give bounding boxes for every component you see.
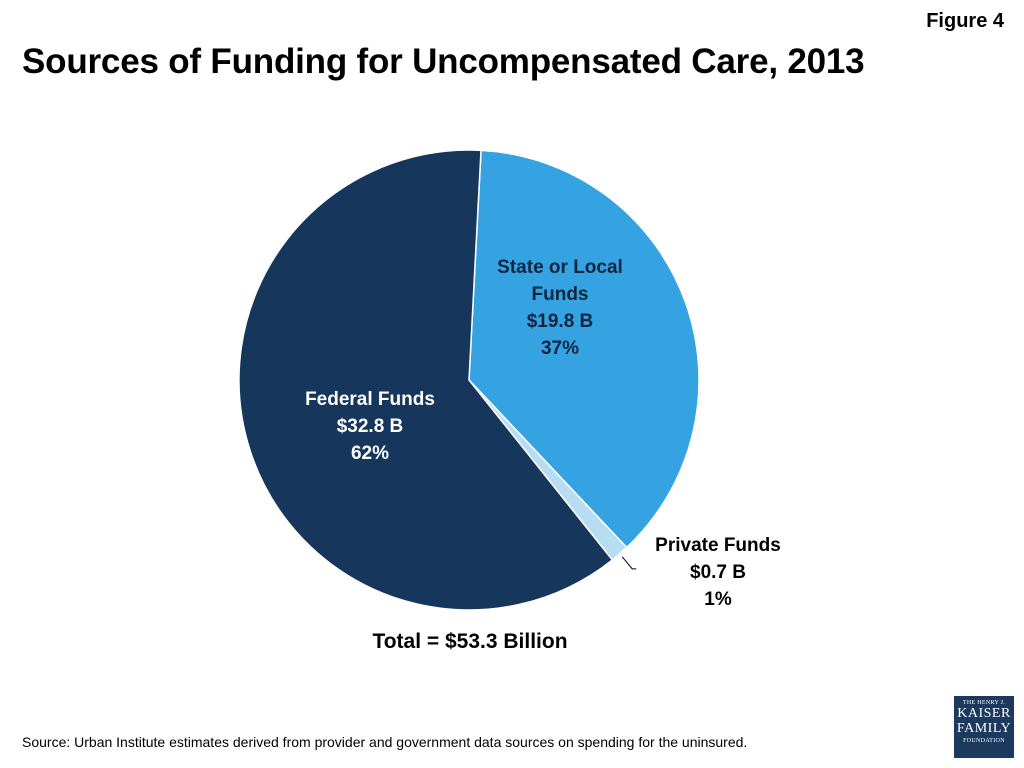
chart-title: Sources of Funding for Uncompensated Car… bbox=[22, 42, 865, 81]
federal-funds-percent: 62% bbox=[350, 443, 390, 464]
state-local-funds-label: State or Local Funds $19.8 B 37% bbox=[480, 254, 640, 362]
pie-slice-state-or-local-funds bbox=[468, 149, 700, 549]
state-local-funds-name-line2: Funds bbox=[531, 284, 589, 305]
state-local-funds-percent: 37% bbox=[540, 338, 580, 359]
state-local-funds-value: $19.8 B bbox=[526, 311, 594, 332]
private-funds-value: $0.7 B bbox=[690, 562, 746, 583]
kff-logo: THE HENRY J. KAISER FAMILY FOUNDATION bbox=[954, 696, 1014, 758]
state-local-funds-name-line1: State or Local bbox=[497, 257, 623, 278]
source-note: Source: Urban Institute estimates derive… bbox=[22, 734, 748, 750]
private-funds-label: Private Funds $0.7 B 1% bbox=[648, 532, 788, 613]
federal-funds-name: Federal Funds bbox=[305, 389, 435, 410]
figure-label: Figure 4 bbox=[926, 10, 1004, 32]
federal-funds-label: Federal Funds $32.8 B 62% bbox=[280, 386, 460, 467]
logo-line3: FAMILY bbox=[956, 721, 1012, 736]
logo-line2: KAISER bbox=[957, 706, 1011, 721]
total-label: Total = $53.3 Billion bbox=[372, 630, 568, 653]
private-funds-percent: 1% bbox=[704, 589, 732, 610]
private-funds-name: Private Funds bbox=[655, 535, 781, 556]
pie-slice-federal-funds bbox=[238, 149, 614, 611]
logo-line4: FOUNDATION bbox=[963, 738, 1005, 744]
logo-line1: THE HENRY J. bbox=[962, 700, 1006, 706]
federal-funds-value: $32.8 B bbox=[336, 416, 404, 437]
private-funds-leader-line bbox=[621, 556, 637, 570]
